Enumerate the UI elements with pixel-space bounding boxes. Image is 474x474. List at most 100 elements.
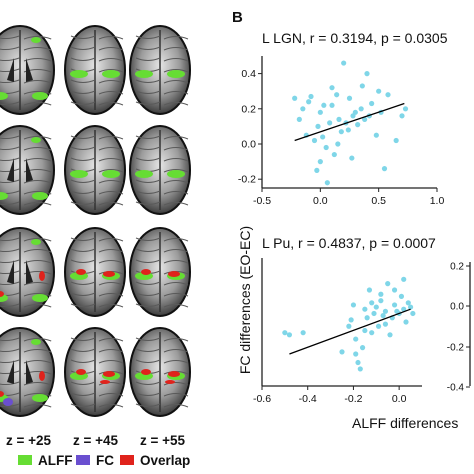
y-tick-label: 0.0: [450, 302, 464, 313]
brain-legend: ALFF FC Overlap: [18, 453, 190, 468]
x-tick-label: -0.4: [299, 393, 317, 405]
scatter-point: [364, 315, 370, 321]
gyri-line: [135, 157, 161, 161]
gyri-line: [135, 359, 161, 363]
gyri-line: [98, 349, 124, 353]
gyri-line: [163, 158, 189, 162]
scatter-point: [355, 122, 361, 128]
brain-slice: [64, 125, 126, 215]
scatter-point: [391, 302, 398, 308]
gyri-line: [135, 135, 161, 139]
gyri-line: [70, 135, 96, 139]
scatter-plot-partial: 0.2 0.0 -0.2 -0.4: [447, 262, 471, 394]
gyri-line: [23, 404, 52, 408]
gyri-line: [70, 348, 96, 352]
gyri-line: [98, 169, 124, 173]
scatter-point: [306, 99, 312, 105]
legend-label-fc: FC: [96, 453, 114, 468]
gyri-line: [135, 303, 161, 307]
gyri-line: [70, 303, 96, 307]
gyri-line: [0, 79, 20, 83]
gyri-line: [135, 237, 161, 241]
gyri-line: [23, 238, 52, 242]
y-tick-label: -0.2: [238, 174, 256, 186]
gyri-line: [135, 292, 161, 296]
gyri-line: [135, 46, 161, 50]
scatter-point: [362, 306, 368, 312]
scatter-point: [282, 330, 288, 336]
x-tick-label: -0.2: [344, 393, 362, 405]
gyri-line: [163, 238, 189, 242]
scatter-point: [382, 321, 389, 327]
gyri-line: [70, 46, 96, 50]
gyri-line: [23, 136, 52, 140]
activation-blob: [31, 239, 41, 245]
activation-blob: [32, 394, 48, 402]
gyri-line: [135, 179, 161, 183]
scatter-point: [359, 345, 366, 351]
brain-slice: [0, 25, 55, 115]
activation-blob: [39, 371, 45, 381]
gyri-line: [98, 282, 124, 286]
scatter-point: [378, 291, 384, 297]
gyri-line: [98, 147, 124, 151]
y-tick-label: 0.4: [241, 68, 256, 80]
scatter-point: [296, 116, 302, 122]
activation-blob: [0, 391, 4, 397]
gyri-line: [23, 80, 52, 84]
gyri-line: [23, 191, 52, 195]
activation-blob: [103, 271, 115, 277]
gyri-line: [135, 101, 161, 105]
gyri-line: [70, 157, 96, 161]
gyri-line: [135, 392, 161, 396]
gyri-line: [163, 202, 189, 206]
scatter-point: [308, 93, 314, 100]
gyri-line: [163, 58, 189, 62]
scatter-point: [320, 134, 326, 140]
scatter-point: [300, 106, 306, 112]
gyri-line: [70, 179, 96, 183]
scatter-point: [378, 298, 384, 304]
gyri-line: [163, 147, 189, 151]
gyri-line: [135, 348, 161, 352]
gyri-line: [163, 191, 189, 195]
gyri-line: [135, 248, 161, 252]
scatter-point: [405, 300, 411, 306]
gyri-line: [23, 349, 52, 353]
scatter-point: [329, 102, 335, 108]
activation-blob: [3, 398, 13, 406]
gyri-line: [70, 146, 96, 150]
scatter-point: [362, 116, 368, 122]
activation-blob: [39, 271, 45, 281]
activation-blob: [141, 369, 151, 375]
activation-blob: [31, 137, 41, 143]
gyri-line: [163, 169, 189, 173]
x-tick-label: -0.5: [253, 195, 271, 207]
scatter-point: [358, 106, 364, 112]
gyri-line: [70, 392, 96, 396]
gyri-line: [70, 381, 96, 385]
scatter-point: [336, 116, 342, 122]
gyri-line: [23, 47, 52, 51]
x-tick-label: 0.5: [371, 195, 386, 207]
brain-slice: [64, 25, 126, 115]
scatter-point: [369, 300, 375, 306]
gyri-line: [98, 102, 124, 106]
scatter-point: [391, 287, 398, 293]
gyri-line: [98, 404, 124, 408]
legend-swatch-fc: [76, 455, 90, 465]
scatter-point: [401, 276, 407, 282]
brain-slice: [64, 327, 126, 417]
gyri-line: [98, 360, 124, 364]
scatter-point: [329, 85, 335, 91]
scatter-point: [359, 83, 365, 89]
scatter-point: [364, 71, 370, 77]
gyri-line: [0, 146, 20, 150]
gyri-line: [70, 337, 96, 341]
activation-blob: [135, 170, 153, 178]
activation-blob: [100, 380, 110, 384]
activation-blob: [167, 170, 185, 178]
gyri-line: [23, 36, 52, 40]
gyri-line: [163, 260, 189, 264]
brain-slice: [0, 227, 55, 317]
